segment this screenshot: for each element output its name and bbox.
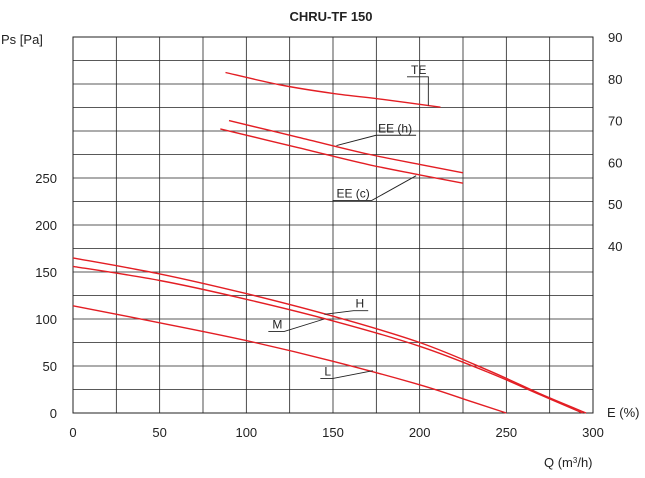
series-line-ee-c: [220, 128, 464, 184]
curve-label-m: M: [272, 317, 282, 331]
callout-leader: [320, 370, 373, 379]
y-axis-label-right: E (%): [607, 405, 640, 420]
series-line-h: [72, 257, 587, 414]
callout-leader: [336, 134, 417, 147]
x-tick-label: 100: [235, 425, 257, 440]
x-axis-ticks: 0 50 100 150 200 250 300: [69, 425, 603, 440]
curve-labels: TE EE (h) EE (c) H M L: [268, 63, 429, 379]
curve-label-ee-h: EE (h): [378, 121, 412, 135]
callout-leader: [407, 76, 429, 106]
y-axis-label-left: Ps [Pa]: [1, 32, 43, 47]
series-line-ee-h: [228, 119, 464, 174]
right-axis-ticks: 40 50 60 70 80 90: [608, 30, 622, 254]
curve-label-h: H: [356, 297, 365, 311]
left-tick-label: 150: [35, 265, 57, 280]
right-tick-label: 50: [608, 197, 622, 212]
x-tick-label: 50: [152, 425, 166, 440]
series-line-l: [72, 305, 507, 414]
left-tick-label: 0: [50, 406, 57, 421]
left-axis-ticks: 0 50 100 150 200 250: [35, 171, 57, 421]
left-tick-label: 50: [43, 359, 57, 374]
left-tick-label: 100: [35, 312, 57, 327]
series-lines: [72, 71, 587, 414]
series-line-te: [225, 71, 441, 108]
x-tick-label: 250: [495, 425, 517, 440]
callout-leader: [324, 310, 369, 315]
x-tick-label: 0: [69, 425, 76, 440]
right-tick-label: 40: [608, 239, 622, 254]
callout-leader: [268, 318, 325, 332]
left-tick-label: 200: [35, 218, 57, 233]
left-tick-label: 250: [35, 171, 57, 186]
curve-label-l: L: [324, 364, 331, 378]
right-tick-label: 70: [608, 114, 622, 129]
curve-label-ee-c: EE (c): [336, 186, 369, 200]
series-line-m: [72, 265, 583, 414]
right-tick-label: 90: [608, 30, 622, 45]
x-tick-label: 150: [322, 425, 344, 440]
grid: [72, 36, 594, 414]
right-tick-label: 60: [608, 155, 622, 170]
curve-label-te: TE: [411, 63, 426, 77]
chart-title: CHRU-TF 150: [289, 9, 372, 24]
right-tick-label: 80: [608, 72, 622, 87]
x-tick-label: 200: [409, 425, 431, 440]
x-tick-label: 300: [582, 425, 604, 440]
callout-leader: [332, 175, 417, 201]
x-axis-label: Q (m3/h): [544, 455, 593, 470]
